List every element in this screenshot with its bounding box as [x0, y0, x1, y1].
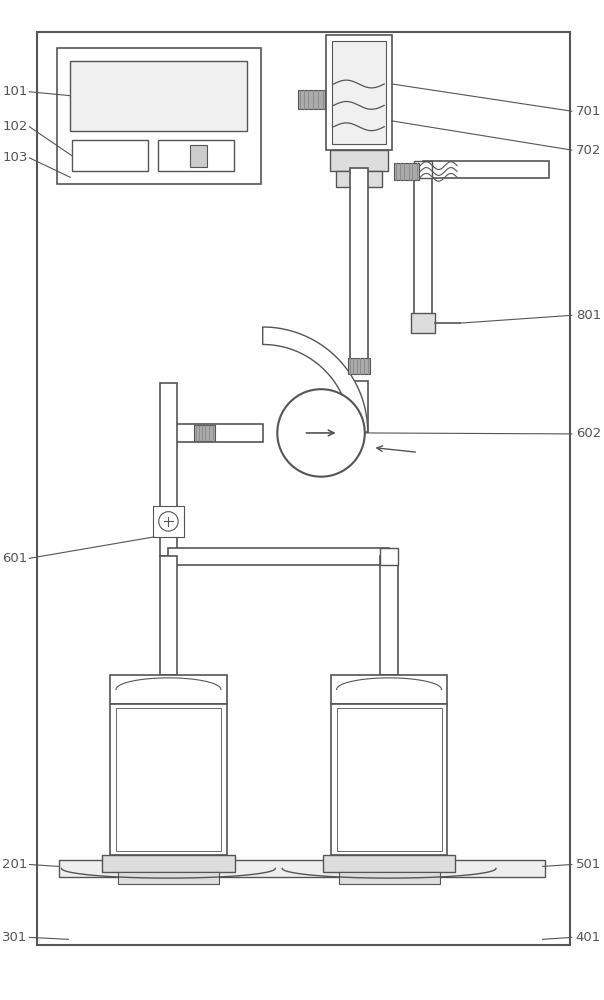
Bar — [338, 872, 440, 884]
Bar — [194, 425, 215, 441]
Text: 601: 601 — [2, 552, 28, 565]
Bar — [153, 506, 184, 537]
Bar — [336, 708, 442, 851]
Bar — [394, 163, 419, 180]
Text: 702: 702 — [576, 144, 601, 157]
Text: 101: 101 — [2, 85, 28, 98]
Bar — [330, 150, 388, 171]
Bar — [159, 383, 177, 556]
Bar — [331, 704, 448, 855]
Circle shape — [159, 512, 178, 531]
Bar — [59, 860, 545, 877]
Bar — [159, 556, 177, 675]
Bar — [110, 675, 226, 704]
Bar — [381, 556, 398, 675]
Bar — [414, 170, 432, 315]
Bar — [116, 708, 221, 851]
Bar — [332, 41, 386, 144]
Bar — [349, 358, 370, 374]
Text: 201: 201 — [2, 858, 28, 871]
Bar — [298, 90, 325, 109]
Bar — [336, 171, 382, 187]
Bar — [350, 168, 368, 366]
Bar — [57, 48, 261, 184]
Bar — [169, 424, 263, 442]
Bar — [381, 548, 398, 565]
Bar — [110, 704, 226, 855]
Polygon shape — [263, 327, 368, 432]
Bar — [411, 313, 435, 333]
Bar — [414, 161, 432, 178]
Circle shape — [277, 389, 365, 477]
Bar — [190, 145, 207, 167]
Bar — [70, 61, 247, 131]
Text: 103: 103 — [2, 151, 28, 164]
Text: 301: 301 — [2, 931, 28, 944]
Bar — [158, 140, 234, 171]
Text: 602: 602 — [576, 427, 601, 440]
Bar — [350, 381, 368, 432]
Text: 801: 801 — [576, 309, 601, 322]
Bar — [323, 855, 455, 872]
Text: 102: 102 — [2, 120, 28, 133]
Text: 501: 501 — [576, 858, 601, 871]
Bar — [331, 675, 448, 704]
Bar — [169, 548, 389, 565]
Bar — [326, 35, 392, 150]
Bar — [118, 872, 219, 884]
Bar — [102, 855, 234, 872]
Text: 701: 701 — [576, 105, 601, 118]
Bar — [423, 161, 550, 178]
Bar — [72, 140, 148, 171]
Text: 401: 401 — [576, 931, 601, 944]
